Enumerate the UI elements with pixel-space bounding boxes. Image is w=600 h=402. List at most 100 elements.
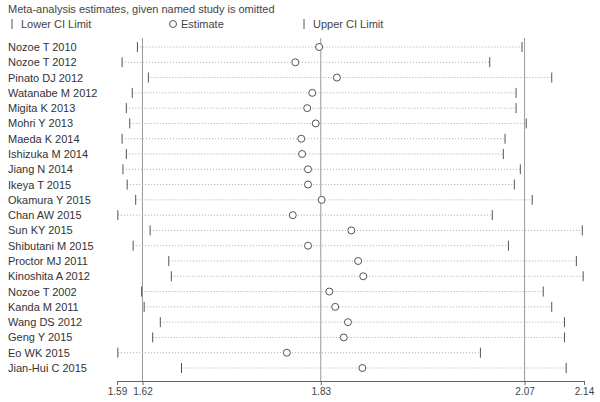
estimate-marker <box>289 212 296 219</box>
ci-line <box>123 169 520 170</box>
plot-area <box>118 38 583 381</box>
ci-line <box>150 230 582 231</box>
ci-limit-marker <box>129 118 130 128</box>
axis-line <box>118 382 585 386</box>
category-label: Sun KY 2015 <box>8 224 73 236</box>
ci-limit-marker <box>144 302 145 312</box>
estimate-marker <box>316 44 323 51</box>
estimate-marker <box>348 227 355 234</box>
tick-label: 2.07 <box>515 386 535 397</box>
ci-limit-marker <box>152 332 153 342</box>
category-label: Nozoe T 2002 <box>8 286 77 298</box>
estimate-marker <box>305 242 312 249</box>
category-label: Shibutani M 2015 <box>8 240 94 252</box>
ci-line <box>122 138 505 139</box>
ci-limit-marker <box>480 348 481 358</box>
tick: 1.62 <box>133 381 153 397</box>
tick: 1.59 <box>108 381 128 397</box>
tick-mark <box>321 381 322 385</box>
estimate-marker <box>309 89 316 96</box>
ci-limit-marker <box>516 103 517 113</box>
ci-line <box>126 154 503 155</box>
tick-mark <box>584 381 585 385</box>
ci-line <box>118 352 481 353</box>
ci-limit-marker <box>148 73 149 83</box>
ci-line <box>182 368 567 369</box>
ci-line <box>126 108 516 109</box>
ci-limit-marker <box>532 195 533 205</box>
ci-limit-marker <box>171 271 172 281</box>
category-label: Jian-Hui C 2015 <box>8 362 87 374</box>
category-label: Pinato DJ 2012 <box>8 72 83 84</box>
ci-line <box>142 291 544 292</box>
tick: 2.14 <box>575 381 595 397</box>
ci-limit-marker <box>514 180 515 190</box>
ci-limit-marker <box>168 256 169 266</box>
category-label: Kanda M 2011 <box>8 301 79 313</box>
estimate-marker <box>333 74 340 81</box>
ci-line <box>137 47 522 48</box>
ci-line <box>132 92 516 93</box>
estimate-marker <box>304 105 311 112</box>
ci-limit-marker <box>522 42 523 52</box>
category-label: Wang DS 2012 <box>8 316 82 328</box>
estimate-marker <box>359 365 366 372</box>
estimate-marker <box>312 120 319 127</box>
category-label: Maeda K 2014 <box>8 133 80 145</box>
legend-item: Estimate <box>170 18 224 30</box>
category-label: Okamura Y 2015 <box>8 194 91 206</box>
ci-limit-marker <box>122 57 123 67</box>
tick-mark <box>142 381 143 385</box>
ci-limit-marker <box>505 134 506 144</box>
tick-label: 2.14 <box>575 386 595 397</box>
reference-line <box>142 38 143 381</box>
legend-label: Upper CI Limit <box>313 18 383 30</box>
estimate-marker <box>332 303 339 310</box>
legend-symbol <box>170 21 177 28</box>
tick-label: 1.83 <box>312 386 332 397</box>
estimate-marker <box>283 349 290 356</box>
ci-limit-marker <box>526 118 527 128</box>
title: Meta-analysis estimates, given named stu… <box>8 3 275 15</box>
ci-limit-marker <box>508 241 509 251</box>
ci-limit-marker <box>126 149 127 159</box>
category-label: Jiang N 2014 <box>8 163 73 175</box>
estimate-marker <box>344 319 351 326</box>
legend-symbol <box>12 19 13 29</box>
ci-line <box>122 62 490 63</box>
ci-limit-marker <box>583 271 584 281</box>
chart: Meta-analysis estimates, given named stu… <box>0 0 600 402</box>
ci-limit-marker <box>503 149 504 159</box>
legend-item: Upper CI Limit <box>304 18 383 30</box>
category-label: Proctor MJ 2011 <box>8 255 88 267</box>
ci-limit-marker <box>127 180 128 190</box>
ci-limit-marker <box>137 42 138 52</box>
ci-limit-marker <box>133 241 134 251</box>
category-label: Ikeya T 2015 <box>8 179 71 191</box>
legend-label: Lower CI Limit <box>21 18 91 30</box>
ci-limit-marker <box>576 256 577 266</box>
estimate-marker <box>360 273 367 280</box>
estimate-marker <box>298 135 305 142</box>
estimate-marker <box>305 166 312 173</box>
ci-limit-marker <box>150 225 151 235</box>
ci-limit-marker <box>181 363 182 373</box>
tick: 2.07 <box>515 381 535 397</box>
estimate-marker <box>305 181 312 188</box>
category-label: Chan AW 2015 <box>8 209 82 221</box>
category-label: Mohri Y 2013 <box>8 117 73 129</box>
ci-line <box>118 215 492 216</box>
ci-line <box>148 77 551 78</box>
ci-limit-marker <box>122 134 123 144</box>
ci-line <box>133 245 508 246</box>
legend-label: Estimate <box>181 18 224 30</box>
ci-line <box>144 306 552 307</box>
estimate-marker <box>340 334 347 341</box>
x-axis: 1.59 1.62 1.83 2.07 2.14 <box>108 381 595 397</box>
ci-line <box>127 184 514 185</box>
ci-limit-marker <box>566 363 567 373</box>
ci-line <box>160 322 564 323</box>
ci-limit-marker <box>117 210 118 220</box>
ci-limit-marker <box>135 195 136 205</box>
category-label: Nozoe T 2010 <box>8 41 77 53</box>
